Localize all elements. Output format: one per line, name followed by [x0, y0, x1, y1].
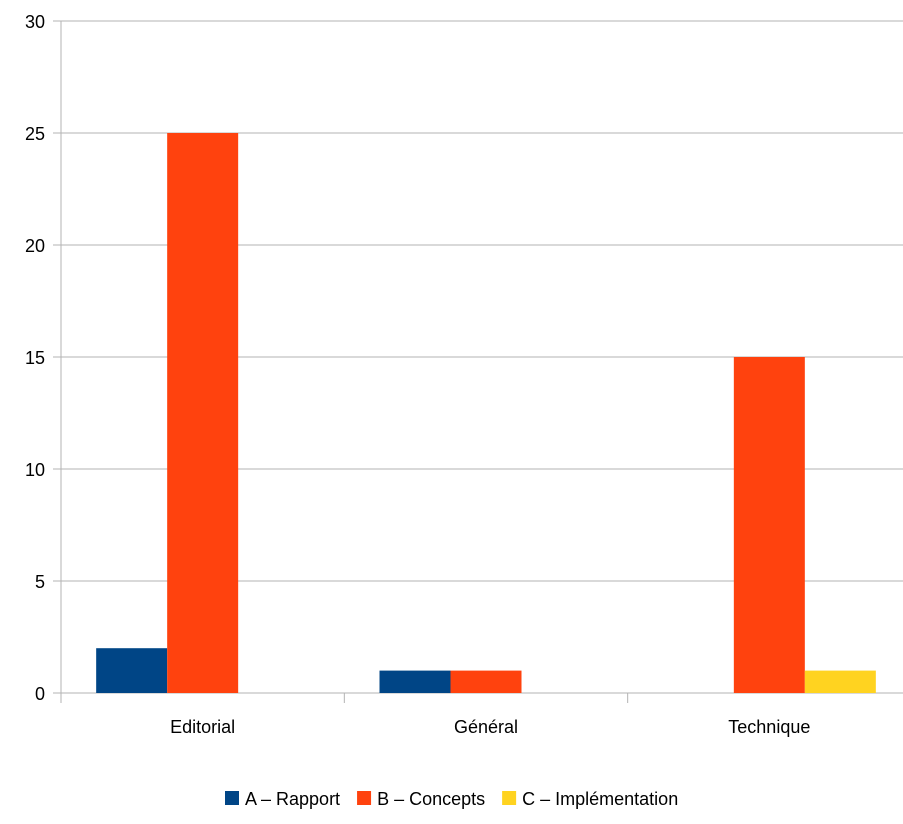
- y-tick-label: 15: [25, 348, 45, 368]
- bar: [733, 357, 805, 693]
- bars: [96, 133, 876, 693]
- y-tick-label: 10: [25, 460, 45, 480]
- bar: [450, 670, 522, 693]
- x-tick-label: Editorial: [170, 717, 235, 737]
- y-tick-label: 20: [25, 236, 45, 256]
- y-axis: 0 5 10 15 20 25 30: [25, 12, 62, 704]
- y-tick-label: 0: [35, 684, 45, 704]
- legend-swatch: [502, 791, 517, 805]
- legend: A – Rapport B – Concepts C – Implémentatio…: [225, 789, 678, 809]
- bar: [96, 648, 168, 693]
- y-tick-label: 30: [25, 12, 45, 32]
- x-tick-label: Technique: [728, 717, 810, 737]
- legend-entry: A – Rapport: [245, 789, 340, 809]
- legend-swatch: [357, 791, 372, 805]
- legend-swatch: [225, 791, 239, 805]
- y-tick-label: 5: [35, 572, 45, 592]
- legend-entry: B – Concepts: [377, 789, 485, 809]
- y-tick-label: 25: [25, 124, 45, 144]
- legend-entry: C – Implémentation: [522, 789, 678, 809]
- bar: [804, 670, 876, 693]
- x-tick-label: Général: [454, 717, 518, 737]
- x-axis: Editorial Général Technique: [60, 693, 810, 737]
- bar: [167, 133, 239, 693]
- bar: [379, 670, 451, 693]
